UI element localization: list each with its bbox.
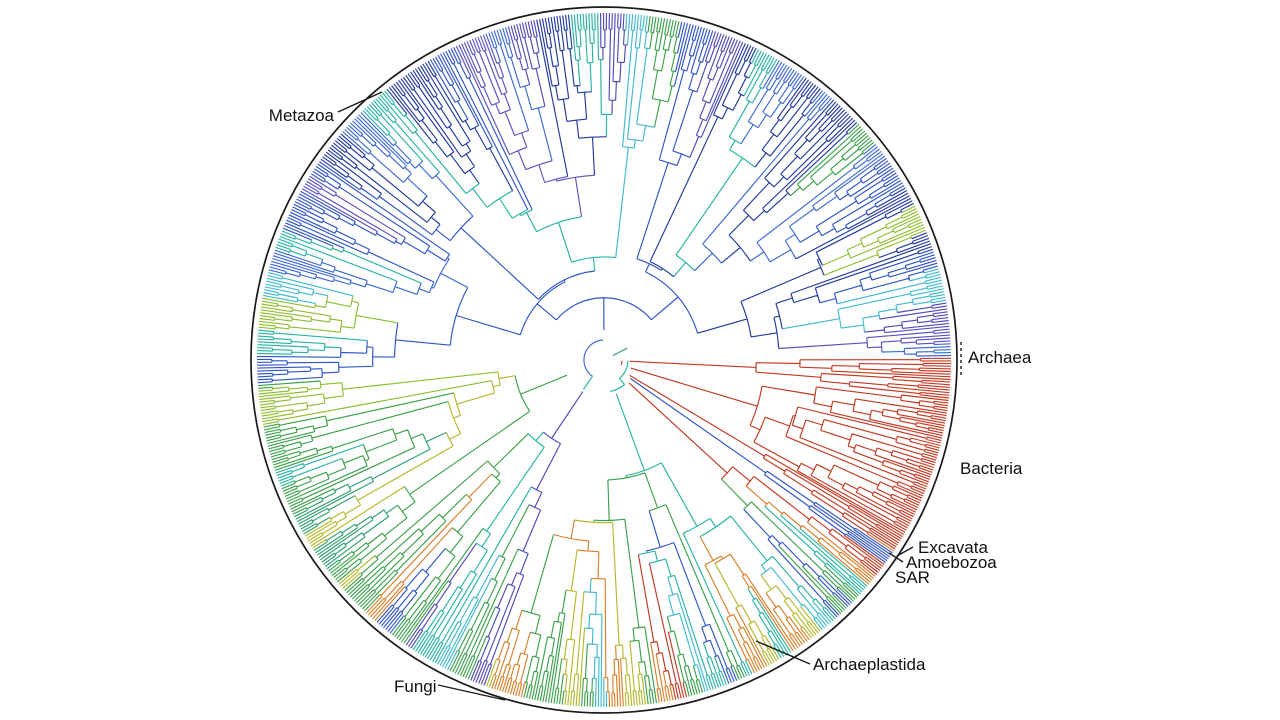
fungi-leader [437, 684, 506, 701]
archaeplastida-leader [755, 640, 811, 665]
clade-branches-amoebozoa [629, 377, 893, 565]
clade-branches-bacteria [630, 367, 949, 533]
clade-branches-metazoa [256, 12, 952, 384]
metazoa-leader [337, 91, 383, 113]
clade-branches-excavata [629, 374, 905, 552]
amoebozoa-leader [888, 552, 904, 563]
clade-branches-archaeplastida [486, 393, 836, 708]
clade-branches-archaea [629, 357, 952, 399]
clade-branches-sar [628, 382, 884, 618]
clade-branches-fungi-upper [257, 371, 568, 583]
clade-label-amoebozoa: Amoebozoa [906, 553, 997, 572]
clade-label-metazoa: Metazoa [269, 106, 335, 125]
excavata-leader [896, 546, 914, 557]
clade-label-archaea: Archaea [968, 348, 1032, 367]
clade-label-archaeplastida: Archaeplastida [813, 655, 926, 674]
tree-root-skeleton [582, 339, 629, 392]
clade-branches-fungi-lower [338, 391, 584, 686]
clade-label-excavata: Excavata [918, 538, 988, 557]
clade-label-fungi: Fungi [394, 677, 437, 696]
clade-label-sar: SAR [895, 568, 930, 587]
outer-circle [250, 6, 958, 714]
clade-label-bacteria: Bacteria [960, 459, 1023, 478]
